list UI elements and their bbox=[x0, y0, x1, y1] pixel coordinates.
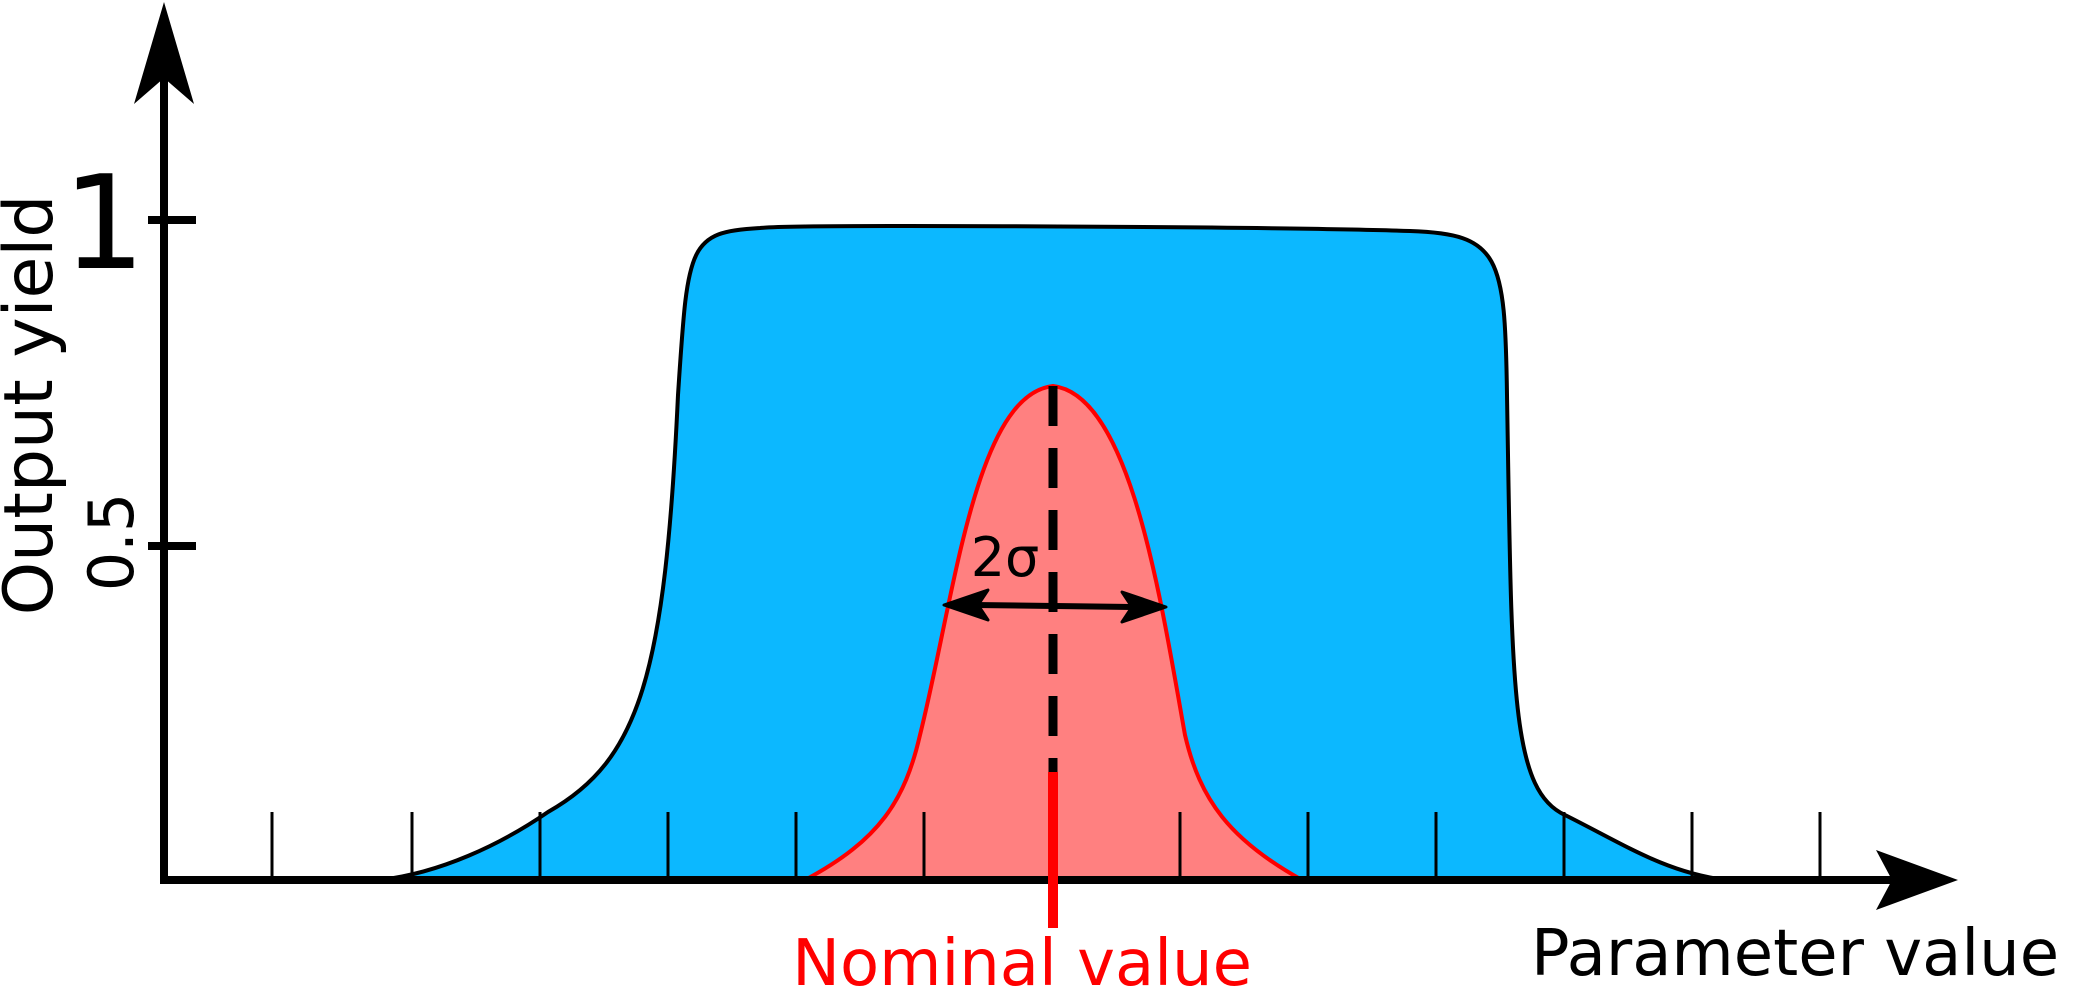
nominal-value-label: Nominal value bbox=[792, 927, 1252, 986]
sigma-arrowhead-left bbox=[942, 588, 990, 622]
y-axis-arrowhead bbox=[134, 2, 194, 104]
sigma-label: 2σ bbox=[971, 526, 1040, 589]
x-axis-arrowhead bbox=[1876, 850, 1958, 910]
sigma-arrowhead-right bbox=[1120, 590, 1168, 624]
sigma-width-arrow bbox=[942, 588, 1168, 624]
y-tick-label-1: 1 bbox=[63, 147, 146, 299]
y-tick-label-0-5: 0.5 bbox=[75, 493, 148, 592]
x-axis-ticks bbox=[270, 812, 1822, 880]
y-axis-label: Output yield bbox=[0, 195, 69, 616]
x-axis-label: Parameter value bbox=[1531, 917, 2059, 986]
